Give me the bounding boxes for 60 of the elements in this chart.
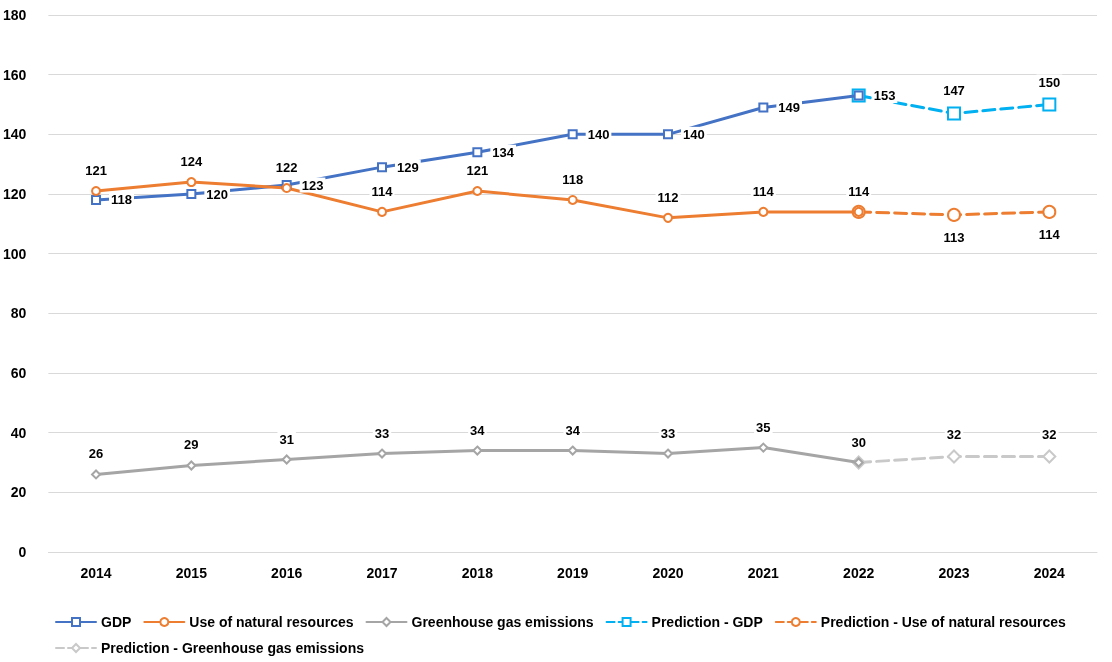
data-label: 114 xyxy=(752,183,775,199)
data-label: 153 xyxy=(873,88,896,104)
y-tick-label: 60 xyxy=(10,365,27,381)
x-tick-label: 2017 xyxy=(366,565,398,581)
data-label: 120 xyxy=(206,186,229,202)
data-label: 121 xyxy=(466,163,489,179)
y-tick-label: 120 xyxy=(3,186,27,202)
legend-label: GDP xyxy=(101,614,132,630)
data-label: 32 xyxy=(946,426,962,442)
data-label: 149 xyxy=(778,99,801,115)
data-label: 123 xyxy=(301,177,324,193)
x-tick-label: 2024 xyxy=(1033,565,1066,581)
data-label: 33 xyxy=(660,425,676,441)
y-tick-label: 140 xyxy=(3,126,27,143)
x-tick-label: 2023 xyxy=(938,565,970,581)
x-tick-label: 2016 xyxy=(271,565,303,581)
data-label: 32 xyxy=(1042,426,1057,442)
data-label: 122 xyxy=(275,160,298,176)
data-label: 134 xyxy=(492,144,515,160)
y-tick-label: 100 xyxy=(3,245,27,262)
data-label: 29 xyxy=(184,437,199,453)
data-label: 129 xyxy=(397,159,419,175)
y-tick-label: 80 xyxy=(10,305,27,322)
legend-label: Prediction - Use of natural resources xyxy=(820,614,1067,630)
y-tick-label: 180 xyxy=(3,7,27,23)
y-tick-label: 160 xyxy=(3,66,27,83)
data-label: 114 xyxy=(848,183,870,199)
y-tick-label: 0 xyxy=(18,544,27,560)
y-tick-label: 20 xyxy=(10,484,27,501)
legend-label: Greenhouse gas emissions xyxy=(411,614,594,630)
data-label: 34 xyxy=(470,422,486,438)
data-label: 140 xyxy=(683,126,705,142)
x-tick-label: 2022 xyxy=(843,565,875,581)
data-label: 30 xyxy=(851,434,866,450)
data-label: 124 xyxy=(180,154,203,170)
data-label: 113 xyxy=(943,229,965,245)
data-label: 150 xyxy=(1038,74,1061,90)
data-label: 121 xyxy=(85,163,107,179)
data-label: 34 xyxy=(565,422,581,438)
x-tick-label: 2018 xyxy=(461,565,494,581)
x-tick-label: 2014 xyxy=(80,565,112,581)
data-label: 114 xyxy=(371,183,394,199)
x-tick-label: 2021 xyxy=(747,565,780,581)
x-tick-label: 2015 xyxy=(175,565,208,581)
data-label: 31 xyxy=(279,431,294,447)
data-label: 118 xyxy=(562,171,584,187)
y-tick-label: 40 xyxy=(10,424,27,441)
data-label: 118 xyxy=(111,192,133,208)
legend-label: Prediction - Greenhouse gas emissions xyxy=(101,640,365,656)
x-tick-label: 2020 xyxy=(652,565,684,581)
data-label: 35 xyxy=(756,419,771,435)
legend-label: Prediction - GDP xyxy=(651,614,763,630)
data-label: 112 xyxy=(657,189,679,205)
data-label: 33 xyxy=(374,425,390,441)
data-label: 147 xyxy=(943,83,965,99)
x-tick-label: 2019 xyxy=(557,565,589,581)
data-label: 114 xyxy=(1038,226,1061,242)
legend-label: Use of natural resources xyxy=(189,614,354,630)
data-label: 26 xyxy=(88,446,104,462)
data-label: 140 xyxy=(587,126,610,142)
